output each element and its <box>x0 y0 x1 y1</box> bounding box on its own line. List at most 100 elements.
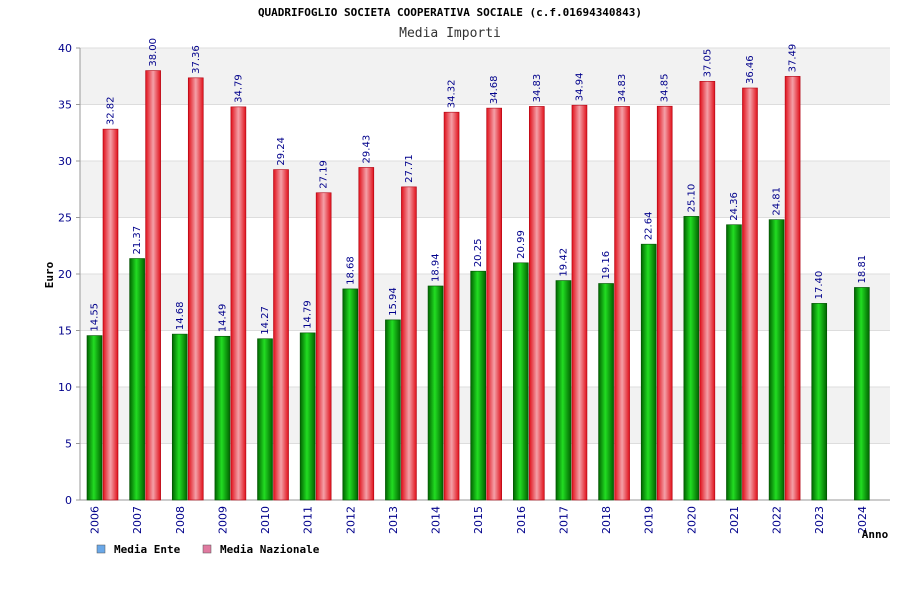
value-label-media-nazionale: 34.68 <box>489 75 500 104</box>
x-tick-label: 2014 <box>430 506 443 534</box>
bar-media-nazionale <box>571 104 588 501</box>
value-label-media-nazionale: 27.19 <box>319 160 330 189</box>
value-label-media-ente: 18.94 <box>431 253 442 282</box>
bar-media-ente <box>342 288 359 501</box>
bar-media-nazionale <box>486 107 502 501</box>
y-tick-label: 10 <box>58 381 72 394</box>
value-label-media-nazionale: 37.36 <box>191 45 202 74</box>
value-label-media-nazionale: 34.94 <box>574 73 585 102</box>
chart-title: QUADRIFOGLIO SOCIETA COOPERATIVA SOCIALE… <box>258 6 642 19</box>
bar-media-nazionale <box>358 167 375 501</box>
bar-media-ente <box>470 270 486 501</box>
value-label-media-ente: 25.10 <box>686 184 697 213</box>
value-label-media-nazionale: 27.71 <box>404 154 415 183</box>
y-tick-label: 20 <box>58 268 72 281</box>
bar-media-ente <box>171 333 188 501</box>
value-label-media-ente: 18.81 <box>857 255 868 284</box>
x-tick-label: 2012 <box>344 506 357 534</box>
legend-label: Media Nazionale <box>220 543 320 556</box>
bar-media-nazionale <box>273 169 289 501</box>
y-axis-label: Euro <box>43 261 56 288</box>
legend: Media Ente Media Nazionale <box>96 543 320 556</box>
bar-media-ente <box>555 280 572 501</box>
value-label-media-nazionale: 36.46 <box>745 55 756 84</box>
value-label-media-nazionale: 32.82 <box>106 96 117 125</box>
x-tick-label: 2019 <box>643 506 656 534</box>
bar-media-ente <box>768 219 785 501</box>
value-label-media-ente: 21.37 <box>132 226 143 255</box>
bar-media-ente <box>129 258 145 501</box>
value-label-media-ente: 14.68 <box>175 301 186 330</box>
bar-media-ente <box>513 262 529 501</box>
x-tick-label: 2024 <box>856 506 869 534</box>
value-label-media-ente: 20.25 <box>473 239 484 268</box>
bar-media-nazionale <box>529 106 545 501</box>
bar-media-nazionale <box>784 76 801 501</box>
value-label-media-ente: 14.55 <box>90 303 101 332</box>
x-axis-ticks: 2006 2007 2008 2009 2010 2011 2012 2013 2014 2015… <box>89 506 869 534</box>
x-tick-label: 2013 <box>387 506 400 534</box>
bar-media-nazionale <box>187 77 204 501</box>
bar-media-nazionale <box>742 87 758 501</box>
bar-media-ente <box>257 338 273 501</box>
chart-subtitle: Media Importi <box>399 26 501 41</box>
value-label-media-ente: 18.68 <box>345 256 356 285</box>
bar-media-ente <box>811 303 828 501</box>
bar-media-ente <box>299 332 316 501</box>
x-tick-label: 2007 <box>131 506 144 534</box>
x-axis-label: Anno <box>862 528 889 541</box>
y-tick-label: 0 <box>65 494 72 507</box>
bar-media-ente <box>598 283 614 501</box>
x-tick-label: 2018 <box>600 506 613 534</box>
x-tick-label: 2011 <box>302 506 315 534</box>
x-tick-label: 2023 <box>813 506 826 534</box>
bar-media-ente <box>683 216 700 501</box>
bar-media-nazionale <box>315 192 332 501</box>
value-label-media-ente: 20.99 <box>516 230 527 259</box>
value-label-media-ente: 19.16 <box>601 251 612 280</box>
y-tick-label: 25 <box>58 212 72 225</box>
bar-media-nazionale <box>699 81 716 501</box>
y-axis-ticks: 0 5 10 15 20 25 30 35 40 <box>58 42 80 507</box>
x-tick-label: 2022 <box>771 506 784 534</box>
value-label-media-nazionale: 34.79 <box>233 74 244 103</box>
y-tick-label: 30 <box>58 155 72 168</box>
x-tick-label: 2021 <box>728 506 741 534</box>
x-tick-label: 2017 <box>557 506 570 534</box>
bars <box>86 70 870 501</box>
x-tick-label: 2006 <box>89 506 102 534</box>
bar-media-nazionale <box>102 128 119 501</box>
value-label-media-nazionale: 38.00 <box>148 38 159 67</box>
value-label-media-ente: 14.49 <box>217 304 228 333</box>
value-label-media-ente: 15.94 <box>388 287 399 316</box>
value-label-media-nazionale: 34.83 <box>617 74 628 103</box>
bar-media-nazionale <box>230 106 247 501</box>
value-label-media-nazionale: 29.24 <box>276 137 287 166</box>
bar-media-ente <box>86 335 103 501</box>
bar-media-ente <box>854 287 870 501</box>
value-label-media-nazionale: 37.49 <box>788 44 799 73</box>
value-label-media-ente: 19.42 <box>558 248 569 277</box>
value-label-media-nazionale: 34.32 <box>447 80 458 109</box>
value-label-media-nazionale: 34.83 <box>532 74 543 103</box>
legend-label: Media Ente <box>114 543 181 556</box>
bar-media-nazionale <box>614 106 630 501</box>
value-label-media-nazionale: 37.05 <box>702 49 713 78</box>
value-labels: 14.55 32.82 21.37 38.00 14.68 37.36 14.49 34.79… <box>90 38 868 335</box>
value-label-media-ente: 14.27 <box>260 306 271 335</box>
x-tick-label: 2010 <box>259 506 272 534</box>
x-tick-label: 2015 <box>472 506 485 534</box>
bar-media-nazionale <box>145 70 161 501</box>
bar-media-nazionale <box>443 111 460 501</box>
bar-media-nazionale <box>401 186 417 501</box>
y-tick-label: 40 <box>58 42 72 55</box>
legend-swatch <box>202 544 212 554</box>
y-tick-label: 5 <box>65 438 72 451</box>
x-tick-label: 2009 <box>216 506 229 534</box>
y-tick-label: 35 <box>58 99 72 112</box>
x-tick-label: 2020 <box>685 506 698 534</box>
legend-swatch <box>96 544 106 554</box>
value-label-media-ente: 24.36 <box>729 192 740 221</box>
x-tick-label: 2016 <box>515 506 528 534</box>
